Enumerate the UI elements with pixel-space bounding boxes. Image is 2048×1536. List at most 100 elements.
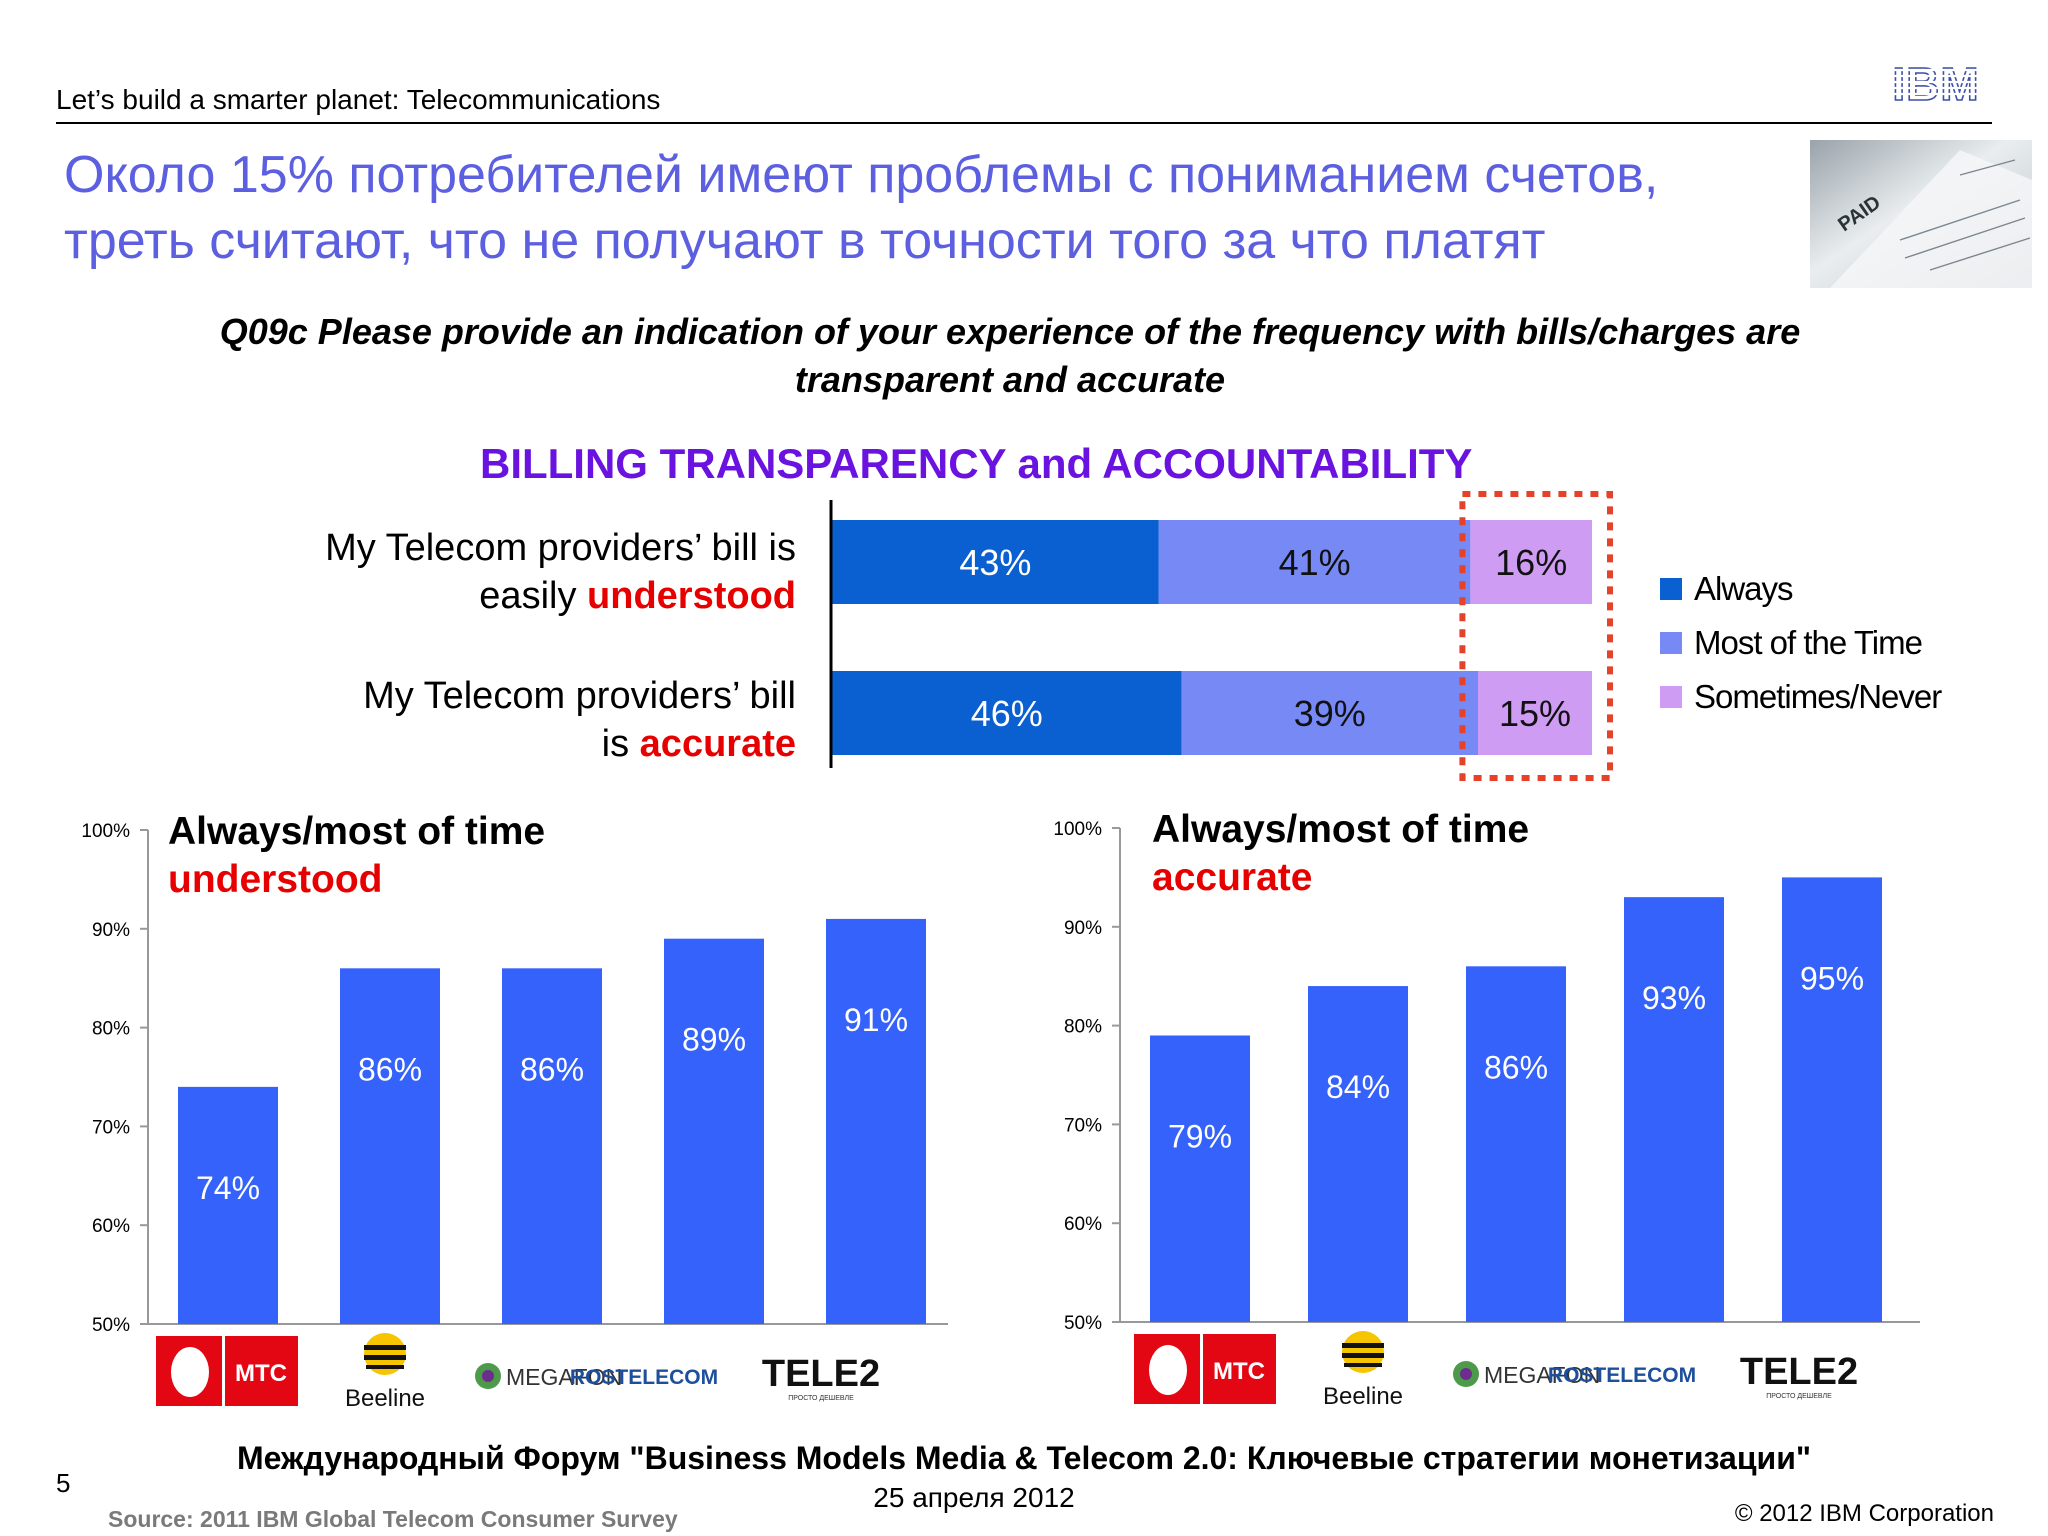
legend-item-sometimes-never: Sometimes/Never [1660, 670, 1942, 724]
row-label-line-1: My Telecom providers’ bill [363, 675, 796, 717]
svg-text:Beeline: Beeline [1323, 1383, 1403, 1410]
y-tick-label: 60% [1064, 1214, 1102, 1235]
column-bar-label: 95% [1800, 960, 1864, 996]
column-bar-rostelecom [1624, 897, 1724, 1322]
footer-forum-title: Международный Форум "Business Models Med… [236, 1440, 1812, 1476]
svg-text:TELE2: TELE2 [1740, 1351, 1858, 1393]
legend-label: Most of the Time [1694, 624, 1923, 661]
footer-date: 25 апреля 2012 [873, 1482, 1075, 1513]
column-bar-label: 86% [520, 1051, 584, 1087]
row-label-emphasis: accurate [639, 723, 796, 765]
stacked-bar-label: 16% [1495, 542, 1567, 583]
column-bar-label: 86% [1484, 1049, 1548, 1085]
stacked-bar-segment-2-1 [1478, 671, 1592, 755]
column-bar-tele2 [826, 918, 926, 1324]
highlight-box [1459, 491, 1614, 781]
right-panel-title-line-1: Always/most of time [1152, 808, 1530, 851]
y-tick-label: 70% [1064, 1115, 1102, 1136]
svg-text:ПРОСТО ДЕШЕВЛЕ: ПРОСТО ДЕШЕВЛЕ [788, 1395, 854, 1402]
megafon-logo: MEGAFON [1453, 1361, 1600, 1388]
column-bar-mtc [1150, 1035, 1250, 1322]
mts-logo: МТС [156, 1336, 298, 1406]
svg-text:MEGAFON: MEGAFON [1484, 1362, 1600, 1388]
svg-text:ROSTELECOM: ROSTELECOM [570, 1366, 718, 1389]
y-tick-label: 80% [92, 1019, 130, 1040]
column-bar-label: 91% [844, 1002, 908, 1038]
left-panel-title-line-2: understood [168, 858, 383, 901]
stacked-bar-label: 39% [1294, 693, 1366, 734]
stacked-bar-label: 46% [971, 693, 1043, 734]
survey-question: Q09c Please provide an indication of you… [60, 308, 1960, 404]
column-bar-megafon [502, 968, 602, 1324]
stacked-row-label-understood: My Telecom providers’ bill is easily und… [36, 524, 796, 620]
beeline-logo: Beeline [345, 1333, 425, 1412]
column-bar-label: 86% [358, 1051, 422, 1087]
y-tick-label: 60% [92, 1216, 130, 1237]
row-label-line-2: is accurate [36, 720, 796, 768]
legend-swatch-most [1660, 632, 1682, 654]
svg-text:МТС: МТС [1213, 1358, 1265, 1385]
svg-text:TELE2: TELE2 [762, 1353, 880, 1395]
row-label-prefix: is [601, 723, 640, 765]
right-panel-title-line-2: accurate [1152, 856, 1313, 899]
column-bar-tele2 [1782, 877, 1882, 1322]
y-tick-label: 70% [92, 1117, 130, 1138]
column-bar-beeline [340, 968, 440, 1324]
main-title-line-1: Около 15% потребителей имеют проблемы с … [64, 146, 1659, 204]
left-panel-title-line-1: Always/most of time [168, 810, 546, 853]
y-tick-label: 50% [1064, 1313, 1102, 1334]
y-tick-label: 100% [1053, 819, 1102, 840]
rostelecom-logo: ROSTELECOM [570, 1366, 718, 1389]
y-tick-label: 90% [1064, 918, 1102, 939]
legend-swatch-sometimes [1660, 686, 1682, 708]
svg-text:МТС: МТС [235, 1360, 287, 1387]
svg-text:ROSTELECOM: ROSTELECOM [1548, 1364, 1696, 1387]
stacked-chart-legend: Always Most of the Time Sometimes/Never [1660, 562, 1942, 724]
stacked-bar-segment-0-0 [832, 520, 1159, 604]
row-label-prefix: easily [479, 575, 588, 617]
legend-label: Always [1694, 570, 1794, 607]
column-bar-rostelecom [664, 938, 764, 1324]
column-bar-label: 84% [1326, 1069, 1390, 1105]
y-tick-label: 50% [92, 1315, 130, 1336]
stacked-chart-title: BILLING TRANSPARENCY and ACCOUNTABILITY [480, 440, 1473, 487]
survey-question-line-1: Q09c Please provide an indication of you… [219, 311, 1801, 352]
legend-label: Sometimes/Never [1694, 678, 1942, 715]
main-title-line-2: треть считают, что не получают в точност… [64, 212, 1546, 270]
legend-item-always: Always [1660, 562, 1941, 616]
svg-text:MEGAFON: MEGAFON [506, 1364, 622, 1390]
stacked-bar-label: 43% [959, 542, 1031, 583]
row-label-line-1: My Telecom providers’ bill is [325, 527, 796, 569]
column-bar-megafon [1466, 966, 1566, 1322]
megafon-logo: MEGAFON [475, 1363, 622, 1390]
stacked-bar-segment-1-0 [1158, 520, 1471, 604]
stacked-bar-segment-1-1 [1181, 671, 1478, 755]
source-note: Source: 2011 IBM Global Telecom Consumer… [108, 1506, 678, 1532]
slide-tagline: Let’s build a smarter planet: Telecommun… [56, 84, 661, 115]
stacked-bar-segment-0-1 [832, 671, 1182, 755]
stacked-bar-segment-2-0 [1470, 520, 1592, 604]
column-bar-label: 89% [682, 1022, 746, 1058]
column-bar-label: 93% [1642, 980, 1706, 1016]
main-title: Около 15% потребителей имеют проблемы с … [64, 142, 1744, 274]
column-bar-mtc [178, 1086, 278, 1324]
left-panel-title: Always/most of time understood [168, 808, 545, 904]
page-number: 5 [56, 1468, 71, 1498]
y-tick-label: 80% [1064, 1017, 1102, 1038]
column-charts: 50% 60% 70% 80% 90% 100% 74% 86% 86% 89% 91% 50% 60%… [81, 819, 1920, 1336]
copyright: © 2012 IBM Corporation [1734, 1500, 1994, 1527]
row-label-emphasis: understood [587, 575, 796, 617]
paid-bill-photo: PAID [1810, 140, 2032, 288]
stacked-bar-label: 41% [1279, 542, 1351, 583]
legend-item-most-of-the-time: Most of the Time [1660, 616, 1941, 670]
mts-logo: МТС [1134, 1334, 1276, 1404]
column-bar-label: 79% [1168, 1118, 1232, 1154]
beeline-logo: Beeline [1323, 1331, 1403, 1410]
column-bar-label: 74% [196, 1170, 260, 1206]
svg-text:ПРОСТО ДЕШЕВЛЕ: ПРОСТО ДЕШЕВЛЕ [1766, 1393, 1832, 1400]
column-bar-beeline [1308, 986, 1408, 1322]
y-tick-label: 90% [92, 920, 130, 941]
right-panel-title: Always/most of time accurate [1152, 806, 1529, 902]
legend-swatch-always [1660, 578, 1682, 600]
